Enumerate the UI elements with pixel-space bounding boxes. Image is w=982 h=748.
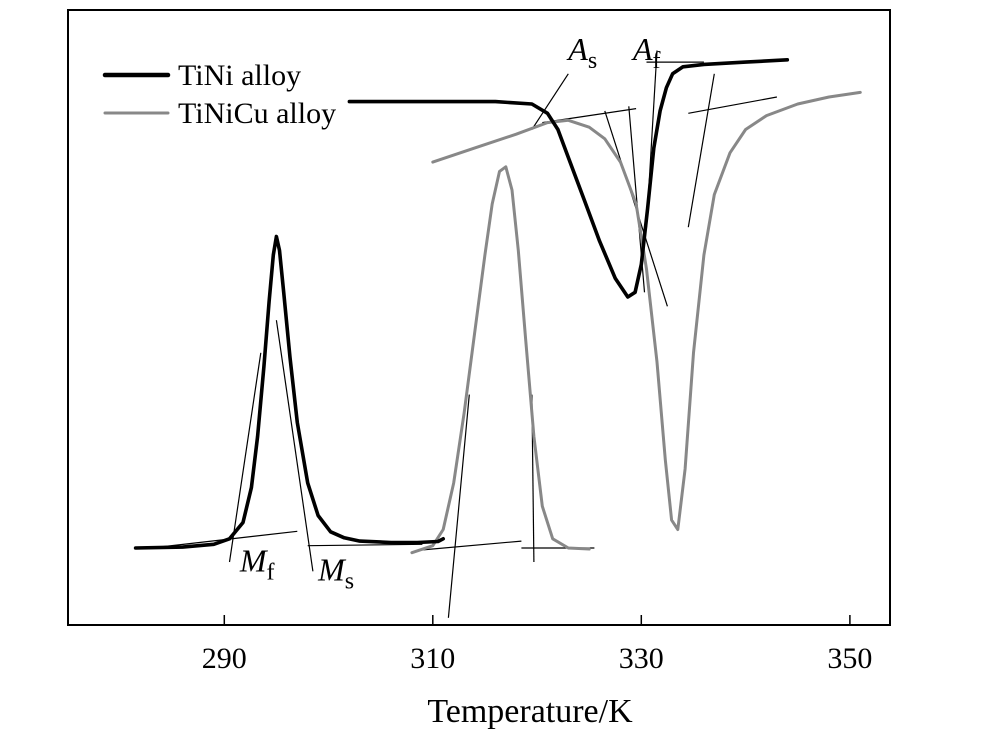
series-line-tini xyxy=(133,234,445,550)
annotation-label: Ms xyxy=(317,552,354,595)
legend-label-tinicu: TiNiCu alloy xyxy=(178,97,336,130)
tangent-line xyxy=(688,96,778,114)
annotation-label: Mf xyxy=(239,542,275,585)
tangent-line xyxy=(228,352,262,563)
tangent-line xyxy=(687,73,715,228)
series-line-tini xyxy=(347,58,790,299)
x-axis-title: Temperature/K xyxy=(427,693,633,730)
x-axis-ticks: 290 310 330 350 xyxy=(202,615,872,675)
tangent-line xyxy=(417,540,522,551)
annotation-label: Af xyxy=(631,31,661,74)
tangent-line xyxy=(307,543,423,547)
x-tick-label: 290 xyxy=(202,642,247,675)
tangent-line xyxy=(531,73,569,130)
x-tick-label: 350 xyxy=(827,642,872,675)
series-line-tinicu xyxy=(431,90,862,531)
tangent-line xyxy=(275,320,314,572)
legend: TiNi alloy TiNiCu alloy xyxy=(102,59,336,130)
tangent-line xyxy=(447,394,470,618)
plot-frame xyxy=(67,9,891,626)
legend-label-tini: TiNi alloy xyxy=(178,59,301,92)
series-layer xyxy=(133,58,862,555)
series-line-tinicu xyxy=(410,165,591,555)
tangent-lines xyxy=(151,50,778,618)
x-tick-label: 310 xyxy=(410,642,455,675)
x-tick-label: 330 xyxy=(619,642,664,675)
annotation-label: As xyxy=(566,31,597,74)
